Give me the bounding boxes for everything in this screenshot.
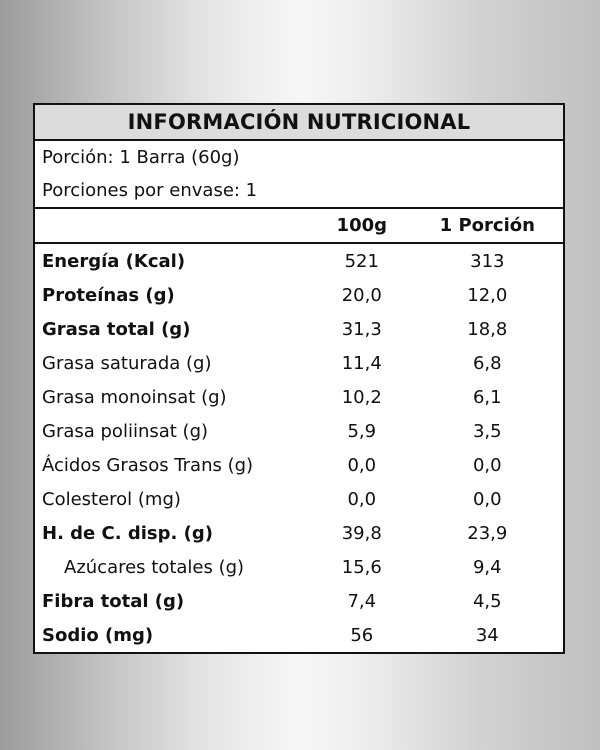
table-row: Grasa poliinsat (g) 5,9 3,5 [35, 414, 563, 448]
value-per-100g: 521 [344, 250, 379, 272]
header-per-portion: 1 Porción [439, 215, 535, 236]
nutrient-name: Energía (Kcal) [42, 250, 186, 272]
value-per-100g: 39,8 [341, 522, 382, 544]
table-row: Sodio (mg) 56 34 [35, 618, 563, 652]
value-per-100g: 15,6 [341, 556, 382, 578]
value-per-portion: 18,8 [467, 318, 508, 340]
nutrient-name: Grasa poliinsat (g) [42, 420, 209, 442]
nutrient-name: Ácidos Grasos Trans (g) [42, 454, 254, 476]
value-per-100g: 5,9 [347, 420, 377, 442]
nutrient-name: Colesterol (mg) [42, 488, 181, 510]
servings-per-container: Porciones por envase: 1 [35, 174, 563, 209]
value-per-portion: 34 [475, 624, 499, 646]
nutrient-name: H. de C. disp. (g) [42, 522, 213, 544]
header-per-100g: 100g [336, 215, 388, 236]
table-row: Ácidos Grasos Trans (g) 0,0 0,0 [35, 448, 563, 482]
value-per-100g: 20,0 [341, 284, 382, 306]
value-per-100g: 31,3 [341, 318, 382, 340]
table-row: H. de C. disp. (g) 39,8 23,9 [35, 516, 563, 550]
nutrient-name: Grasa monoinsat (g) [42, 386, 227, 408]
nutrient-name: Grasa saturada (g) [42, 352, 212, 374]
value-per-portion: 3,5 [472, 420, 502, 442]
nutrient-rows: Energía (Kcal) 521 313 Proteínas (g) 20,0 12,… [35, 244, 563, 652]
serving-size: Porción: 1 Barra (60g) [42, 147, 240, 168]
value-per-100g: 7,4 [347, 590, 377, 612]
value-per-portion: 12,0 [467, 284, 508, 306]
value-per-portion: 9,4 [472, 556, 502, 578]
value-per-portion: 313 [470, 250, 505, 272]
table-row: Grasa saturada (g) 11,4 6,8 [35, 346, 563, 380]
table-row: Fibra total (g) 7,4 4,5 [35, 584, 563, 618]
nutrient-name: Grasa total (g) [42, 318, 191, 340]
table-row: Proteínas (g) 20,0 12,0 [35, 278, 563, 312]
table-header: 100g 1 Porción [35, 209, 563, 244]
value-per-100g: 11,4 [341, 352, 382, 374]
value-per-portion: 6,1 [472, 386, 502, 408]
value-per-100g: 10,2 [341, 386, 382, 408]
value-per-100g: 56 [350, 624, 374, 646]
value-per-100g: 0,0 [347, 454, 377, 476]
table-row: Colesterol (mg) 0,0 0,0 [35, 482, 563, 516]
table-row: Azúcares totales (g) 15,6 9,4 [35, 550, 563, 584]
value-per-portion: 6,8 [472, 352, 502, 374]
table-row: Grasa total (g) 31,3 18,8 [35, 312, 563, 346]
value-per-portion: 4,5 [472, 590, 502, 612]
table-row: Grasa monoinsat (g) 10,2 6,1 [35, 380, 563, 414]
nutrient-name: Sodio (mg) [42, 624, 154, 646]
value-per-portion: 23,9 [467, 522, 508, 544]
nutrient-name: Azúcares totales (g) [64, 556, 245, 578]
label-title: INFORMACIÓN NUTRICIONAL [35, 105, 563, 141]
nutrition-facts-label: INFORMACIÓN NUTRICIONAL Porción: 1 Barra… [33, 103, 565, 654]
nutrient-name: Proteínas (g) [42, 284, 175, 306]
table-row: Energía (Kcal) 521 313 [35, 244, 563, 278]
value-per-portion: 0,0 [472, 454, 502, 476]
value-per-100g: 0,0 [347, 488, 377, 510]
nutrient-name: Fibra total (g) [42, 590, 185, 612]
value-per-portion: 0,0 [472, 488, 502, 510]
